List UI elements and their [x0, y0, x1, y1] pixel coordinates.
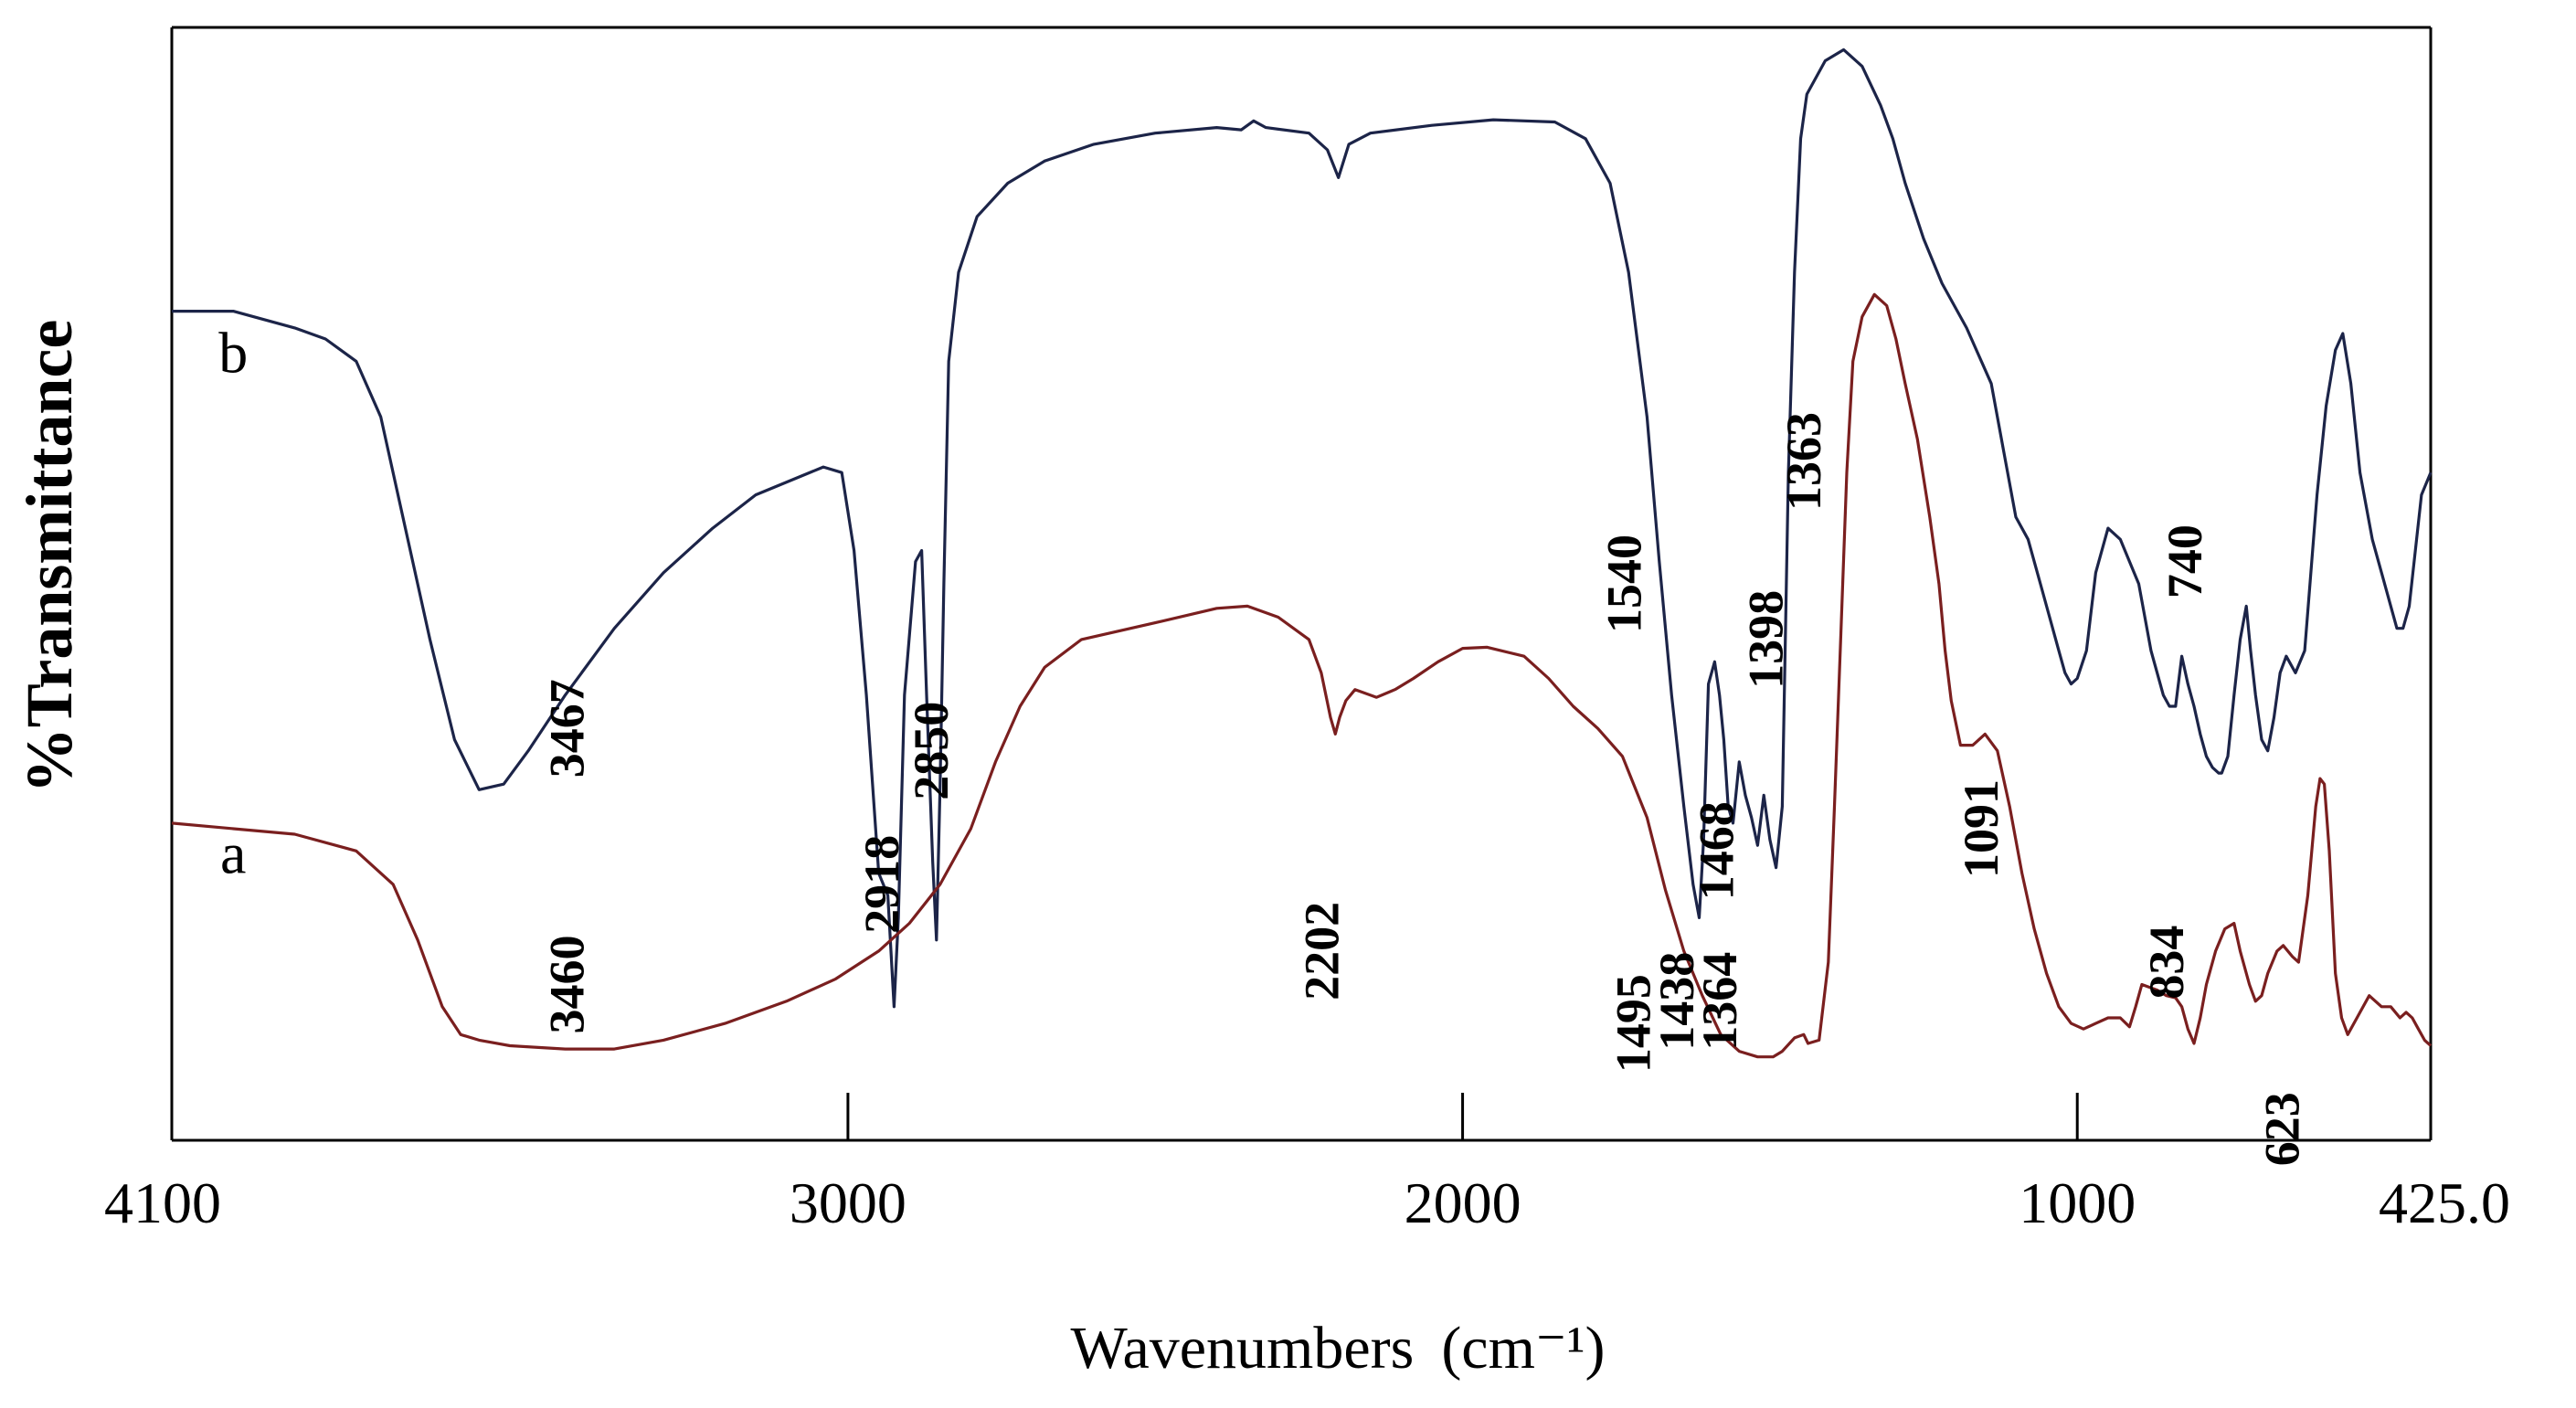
peak-label-1363: 1363: [1776, 412, 1831, 511]
series-a-label: a: [220, 821, 246, 886]
series-layer: [171, 48, 2433, 1059]
x-tick-label-1000: 1000: [2019, 1170, 2136, 1235]
x-tick-label-2000: 2000: [1405, 1170, 1521, 1235]
peak-annotations: 3467 2918 2850 1540 1468 1398 1363 740 3460 2202 1…: [540, 412, 2310, 1166]
peak-label-1540: 1540: [1597, 535, 1652, 633]
peak-label-2202: 2202: [1295, 902, 1350, 1000]
peak-label-2850: 2850: [904, 702, 959, 800]
x-axis-label: Wavenumbers (cm⁻¹): [1070, 1315, 1605, 1382]
peak-label-3460: 3460: [540, 936, 595, 1034]
x-tick-marks: [846, 1093, 2079, 1140]
peak-label-834: 834: [2139, 926, 2194, 1000]
series-b-label: b: [218, 321, 248, 386]
peak-label-1468: 1468: [1690, 801, 1744, 900]
x-tick-label-3000: 3000: [790, 1170, 906, 1235]
peak-label-3467: 3467: [540, 679, 595, 778]
series-a-line: [171, 292, 2433, 1059]
peak-label-1364: 1364: [1692, 952, 1747, 1051]
x-tick-label-425.0: 425.0: [2379, 1170, 2510, 1235]
peak-label-623: 623: [2254, 1092, 2309, 1166]
peak-label-1398: 1398: [1738, 590, 1793, 689]
series-b-line: [172, 48, 2433, 1009]
peak-label-1438: 1438: [1649, 952, 1704, 1051]
axes-layer: [170, 26, 2433, 1142]
series-labels: ba: [218, 321, 248, 886]
peak-label-1495: 1495: [1606, 974, 1661, 1073]
x-tick-label-4100: 4100: [104, 1170, 221, 1235]
peak-label-740: 740: [2157, 524, 2212, 598]
x-tick-labels: 4100 3000 2000 1000 425.0: [104, 1170, 2510, 1235]
peak-label-2918: 2918: [854, 835, 909, 934]
peak-label-1091: 1091: [1954, 779, 2009, 878]
y-axis-label: %Transmittance: [13, 320, 86, 794]
